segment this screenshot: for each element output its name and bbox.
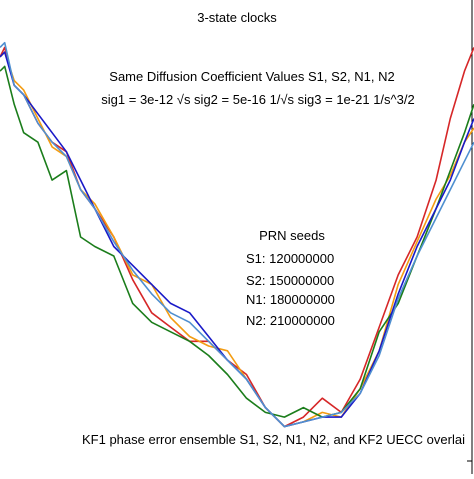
seed-n2: N2: 210000000 [246, 313, 335, 328]
seeds-heading: PRN seeds [259, 228, 325, 243]
seed-s1: S1: 120000000 [246, 251, 334, 266]
chart-title: 3-state clocks [197, 10, 277, 25]
seed-n1: N1: 180000000 [246, 292, 335, 307]
diffusion-heading: Same Diffusion Coefficient Values S1, S2… [109, 69, 394, 84]
seed-s2: S2: 150000000 [246, 273, 334, 288]
series-line-green [0, 65, 474, 418]
footer-caption: KF1 phase error ensemble S1, S2, N1, N2,… [82, 432, 465, 447]
sigma-line: sig1 = 3e-12 √s sig2 = 5e-16 1/√s sig3 =… [101, 92, 414, 107]
series-line-lightblue [0, 41, 474, 428]
plot-frame [467, 0, 473, 474]
series-line-blue [0, 51, 474, 428]
annotation-layer: 3-state clocks Same Diffusion Coefficien… [82, 10, 465, 447]
series-layer [0, 41, 474, 428]
